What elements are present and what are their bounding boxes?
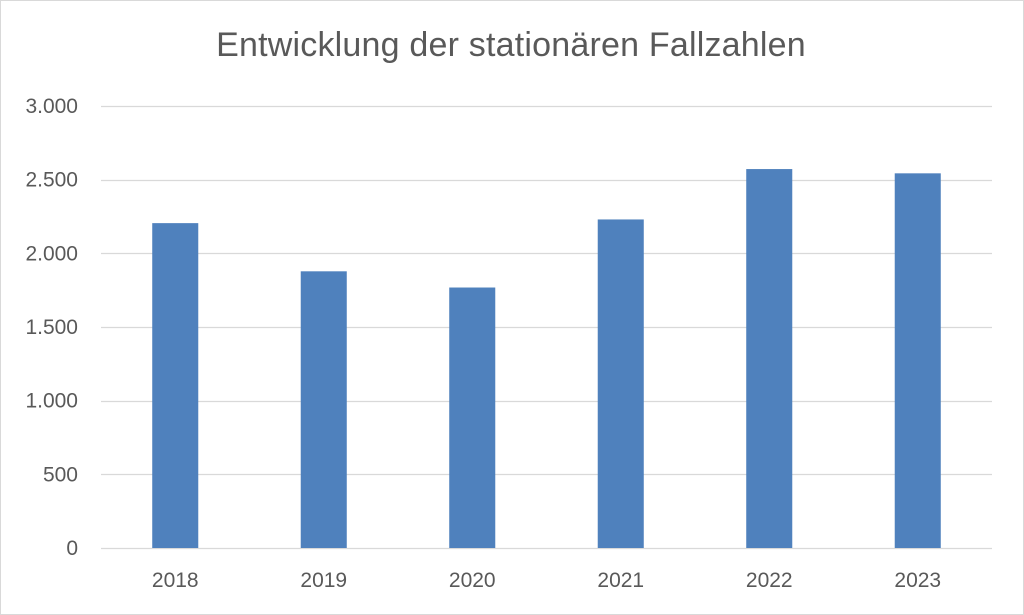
- axis-labels: 0 500 1.000 1.500 2.000 2.500 3.000 2018 2019 202…: [25, 95, 941, 592]
- y-tick-label: 1.500: [25, 316, 78, 339]
- bar-2019: [300, 271, 347, 548]
- bar-2023: [894, 173, 941, 548]
- x-tick-label-2022: 2022: [746, 569, 793, 592]
- bar-2022: [746, 169, 793, 549]
- x-tick-label-2018: 2018: [152, 569, 199, 592]
- y-tick-label: 2.500: [25, 169, 78, 192]
- bars: [152, 169, 941, 549]
- x-tick-label-2021: 2021: [597, 569, 644, 592]
- x-tick-label-2020: 2020: [449, 569, 496, 592]
- y-tick-label: 0: [66, 537, 78, 560]
- y-tick-label: 2.000: [25, 242, 78, 265]
- x-tick-label-2023: 2023: [894, 569, 941, 592]
- x-tick-label-2019: 2019: [300, 569, 347, 592]
- gridlines: [101, 105, 992, 550]
- y-tick-label: 3.000: [25, 95, 78, 118]
- y-tick-label: 1.000: [25, 390, 78, 413]
- bar-2018: [152, 223, 199, 548]
- y-tick-label: 500: [43, 463, 78, 486]
- bar-2021: [597, 219, 644, 549]
- bar-2020: [449, 287, 496, 548]
- chart-title: Entwicklung der stationären Fallzahlen: [216, 26, 806, 64]
